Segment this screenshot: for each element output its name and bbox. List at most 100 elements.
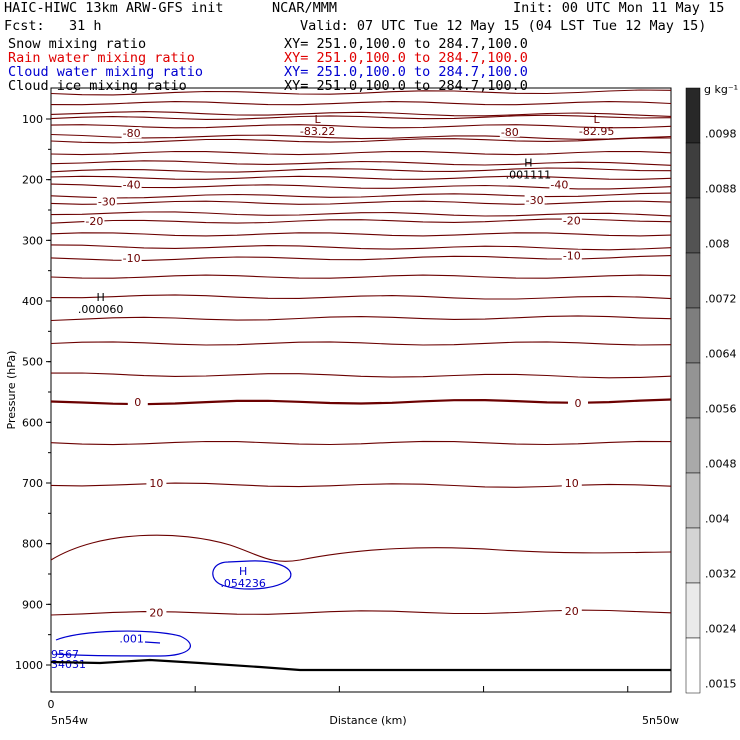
extremum-marker: H [239,565,247,578]
contour-label-bg [561,214,582,226]
contour-label: -20 [85,215,103,228]
extremum-value: .001111 [506,168,552,181]
cloud-water-label: 9567 [51,648,79,661]
colorbar-swatch [685,417,701,474]
y-tick-label: 500 [22,356,43,369]
temperature-contour-line [50,133,672,140]
model-title: HAIC-HIWC 13km ARW-GFS init [4,0,224,16]
x-right-label: 5n50w [642,714,679,727]
contour-label: 10 [565,477,579,490]
colorbar-swatch [685,252,701,309]
extremum-marker: L [594,113,601,126]
contour-label: 10 [149,477,163,490]
contour-label: -40 [123,179,141,192]
contour-label-bg [121,178,142,190]
field-xy-rain: XY= 251.0,100.0 to 284.7,100.0 [284,50,528,66]
colorbar-label: .0072 [705,293,737,306]
temperature-contour-line [50,211,672,217]
y-tick-label: 800 [22,538,43,551]
temperature-contour-line [50,398,672,406]
colorbar-label: .0088 [705,183,737,196]
extremum-marker: L [315,113,322,126]
colorbar: .0098 .0088 .008 .0072 .0064 .0056 .0048 .004 .0… [685,87,737,694]
x-axis-title: Distance (km) [329,714,406,727]
contour-label-bg [121,252,142,264]
temperature-contour-line [50,89,672,96]
contour-label-bg [146,606,167,618]
colorbar-label: .0032 [705,568,737,581]
field-name-rain: Rain water mixing ratio [8,50,195,66]
y-tick-label: 600 [22,416,43,429]
cloud-water-contour [144,641,161,644]
colorbar-label: .0056 [705,403,737,416]
temperature-contour-line [50,372,672,379]
cloud-water-contour [212,560,292,590]
x-left-label: 5n54w [51,714,88,727]
contour-label-bg [121,127,142,139]
colorbar-swatch [685,362,701,419]
cloud-water-label: .001 [119,632,144,645]
colorbar-swatch [685,87,701,144]
contour-label-bg [499,125,520,137]
contour-label: 20 [565,605,579,618]
contour-label: -10 [123,252,141,265]
contour-label-bg [524,193,545,205]
y-tick-label: 700 [22,477,43,490]
colorbar-swatch [685,307,701,364]
extremum-value: -83.22 [300,125,335,138]
contour-label-bg [561,249,582,261]
temperature-contour-line [50,244,672,251]
field-xy-cloud-water: XY= 251.0,100.0 to 284.7,100.0 [284,64,528,80]
contour-labels: -80 -80 -40 -40 -30 -30 -20 -20 -10 -10 0 0 10 10 20 20… [51,113,614,671]
cloud-water-contours [55,560,292,657]
extremum-value: .054236 [220,577,266,590]
forecast-hour: Fcst: 31 h [4,18,102,34]
extremum-marker: H [524,156,532,169]
valid-time: Valid: 07 UTC Tue 12 May 15 (04 LST Tue … [300,18,707,34]
field-name-cloud-ice: Cloud ice mixing ratio [8,78,187,94]
contour-label-bg [561,605,582,617]
contour-label: -80 [123,127,141,140]
temperature-contour-line [50,315,672,322]
temperature-contour-line [50,440,672,446]
field-name-snow: Snow mixing ratio [8,36,147,52]
temperature-contour-line [50,183,672,190]
contour-label: -40 [550,179,568,192]
contour-label: -30 [98,196,116,209]
terrain-line [50,658,671,672]
contour-label: 20 [149,606,163,619]
contour-label: -80 [501,126,519,139]
extremum-marker: H [96,291,104,304]
temperature-contour-line [50,341,672,346]
colorbar-swatch [685,472,701,529]
temperature-contour-line [50,124,672,129]
colorbar-label: .0048 [705,458,737,471]
colorbar-swatch [685,142,701,199]
contour-label-bg [127,395,148,407]
colorbar-swatch [685,582,701,639]
temperature-contour-line [50,160,672,166]
temperature-contour-line [50,167,672,173]
y-tick-label: 200 [22,174,43,187]
extremum-value: -82.95 [579,125,614,138]
temperature-contour-line [50,534,672,562]
colorbar-swatch [685,637,701,694]
temperature-contour-line [50,274,672,279]
colorbar-label: .0064 [705,348,737,361]
temperature-contour-line [50,111,672,117]
temperature-contour-line [50,200,672,205]
extremum-value: .000060 [78,303,124,316]
contour-label: -10 [563,250,581,263]
cloud-water-label: 34031 [51,658,86,671]
contour-label-bg [561,477,582,489]
contour-label: 0 [134,396,141,409]
contour-label-bg [549,178,570,190]
contour-label-bg [568,397,588,409]
temperature-contour-line [50,101,672,106]
y-tick-label: 1000 [15,659,43,672]
colorbar-label: .004 [705,513,730,526]
temperature-contour-line [50,150,672,156]
colorbar-label: .0098 [705,128,737,141]
field-xy-cloud-ice: XY= 251.0,100.0 to 284.7,100.0 [284,78,528,94]
